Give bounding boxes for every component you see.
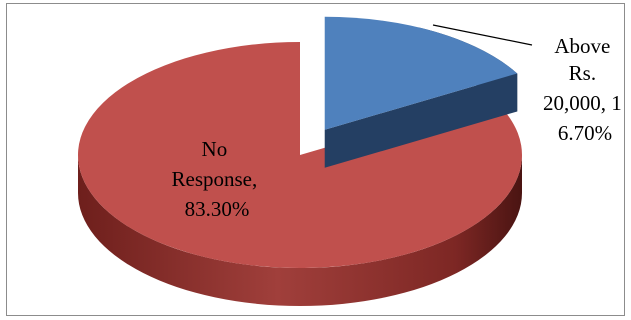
label-line: Above <box>554 34 610 58</box>
data-label-no-response: No Response, 83.30% <box>172 137 263 221</box>
label-line: 20,000, 1 <box>543 91 622 115</box>
label-line: 6.70% <box>558 121 612 145</box>
pie-group <box>78 16 523 306</box>
label-line: Rs. <box>569 61 596 85</box>
label-line: 83.30% <box>185 197 250 221</box>
slice-no-response-side <box>78 155 522 306</box>
leader-line <box>432 24 533 46</box>
slice-above-rs-20000 <box>324 16 518 130</box>
slice-no-response <box>78 42 523 268</box>
data-label-above-rs-20000: Above Rs. 20,000, 1 6.70% <box>543 34 627 145</box>
slice-above-rs-20000-wall <box>324 73 518 168</box>
label-line: No <box>202 137 228 161</box>
label-line: Response, <box>172 167 258 191</box>
